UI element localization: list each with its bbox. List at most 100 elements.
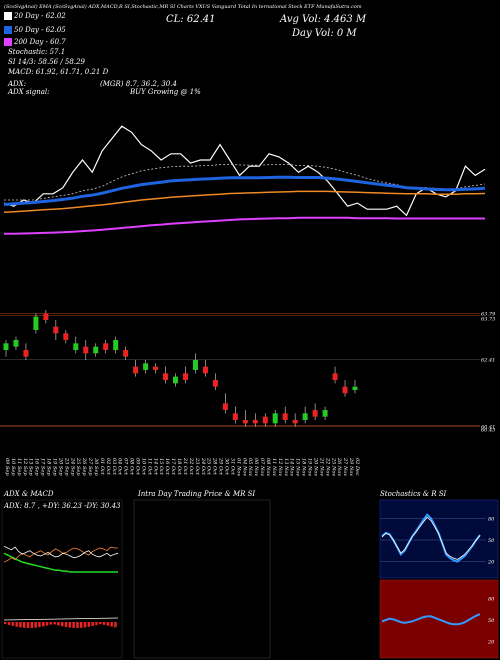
candle-body [252,420,258,424]
macd-histogram-bar [68,622,72,628]
date-tick-label: 20 Nov [312,457,318,476]
adx-series-0 [3,552,118,573]
price-level-label: 63.79 [481,312,496,318]
ema-line-4 [4,216,485,235]
date-tick-label: 21 Oct [182,457,188,476]
ema-200-legend: 200 Day - 60.7 [13,38,66,46]
candle-body [3,343,9,350]
date-tick-label: 10 Sep [10,458,16,476]
candle-body [53,326,59,334]
date-tick-label: 02 Oct [105,458,111,476]
candle-body [63,333,69,340]
candle-body [292,420,298,424]
header-line: (ScsSvgAnal) EMA (ScsSvgAnal) ADX,MACD,R… [4,3,362,10]
date-tick-label: 25 Sep [75,457,81,476]
stochastic-plot: 80 50 20 [380,513,495,566]
date-tick-label: 17 Oct [170,458,176,476]
date-tick-label: 25 Nov [330,457,336,476]
date-tick-label: 07 Oct [123,458,129,476]
adx-signal-label: ADX signal: [7,88,49,96]
date-tick-label: 13 Nov [283,458,289,476]
ema-line-0 [3,125,486,217]
date-tick-label: 10 Oct [140,458,146,476]
candle-body [322,410,328,417]
intraday-panel-frame [133,499,271,659]
date-tick-label: 15 Nov [295,458,301,476]
macd-histogram-bar [106,622,110,626]
date-tick-label: 12 Sep [22,458,28,476]
stoch-tick-label: 80 [488,516,495,522]
candle-body [202,366,208,374]
candle-body [113,340,119,350]
date-tick-label: 23 Sep [63,457,69,476]
date-tick-label: 18 Nov [301,458,307,476]
macd-histogram-bar [38,622,41,628]
stochastic-signal-line [381,516,481,560]
candle-body [43,313,49,320]
date-tick-label: 19 Sep [51,458,57,476]
stoch-tick-label: 50 [488,538,495,544]
date-tick-label: 29 Nov [348,457,354,476]
adx-label: ADX: [7,80,26,88]
price-level-label: 63.73 [481,317,495,323]
stoch-panel-frame [379,499,499,579]
date-tick-label: 08 Nov [265,458,271,476]
price-level-label: 60.41 [481,424,495,430]
macd-histogram-bar [61,622,64,627]
adx-panel-frame [1,499,123,659]
date-tick-label: 16 Sep [34,458,40,476]
macd-histogram-bar [23,622,26,628]
ema-panel [3,125,486,235]
date-tick-label: 03 Oct [111,458,117,476]
ema-line-2 [3,175,486,207]
macd-histogram-bar [91,622,94,627]
date-tick-label: 22 Oct [188,457,194,476]
date-tick-label: 02 Dec [354,458,360,476]
date-tick-label: 26 Nov [336,457,342,476]
macd-value: MACD: 61.92, 61.71, 0.21 D [7,68,109,76]
date-tick-label: 28 Oct [212,457,218,476]
candle-body [163,373,169,380]
candle-body [332,373,338,380]
candle-body [23,350,29,357]
ema-line-3 [3,190,486,214]
adx-plot [3,545,119,628]
macd-histogram-bar [30,622,34,628]
date-tick-label: 01 Oct [99,458,105,476]
candle-body [123,350,129,357]
candle-body [182,373,188,380]
macd-histogram-bar [102,622,106,625]
date-tick-label: 06 Nov [253,458,259,476]
candle-body [103,343,109,350]
macd-histogram-bar [42,622,45,627]
stoch-tick-label: 20 [487,560,495,566]
candle-body [262,416,268,424]
date-axis: 09 Sep 10 Sep 11 Sep 12 Sep 13 Sep 16 Sep 17 S… [4,457,360,476]
macd-histogram-bar [11,622,15,626]
macd-line [3,617,119,621]
macd-histogram-bar [15,622,18,627]
date-tick-label: 26 Sep [81,457,87,476]
candle-body [143,363,149,370]
ema-line-1 [4,163,486,201]
candle-body [153,366,159,370]
date-tick-label: 01 Nov [235,458,241,476]
candle-body [342,386,348,394]
day-volume: Day Vol: 0 M [291,28,357,39]
rsi-plot: 80 50 20 [381,596,495,646]
date-tick-label: 22 Nov [324,457,330,476]
price-level-label: 62.41 [481,358,495,364]
date-tick-label: 14 Nov [289,458,295,476]
date-tick-label: 17 Sep [40,458,46,476]
date-tick-label: 20 Sep [57,457,63,476]
candle-body [83,346,89,354]
macd-histogram-bar [99,622,102,625]
candle-body [222,403,228,410]
date-tick-label: 09 Oct [135,458,141,476]
rsi-line [381,613,481,626]
macd-histogram-bar [4,622,7,624]
candle-body [232,413,238,420]
date-tick-label: 29 Oct [218,457,224,476]
candle-body [192,360,198,370]
